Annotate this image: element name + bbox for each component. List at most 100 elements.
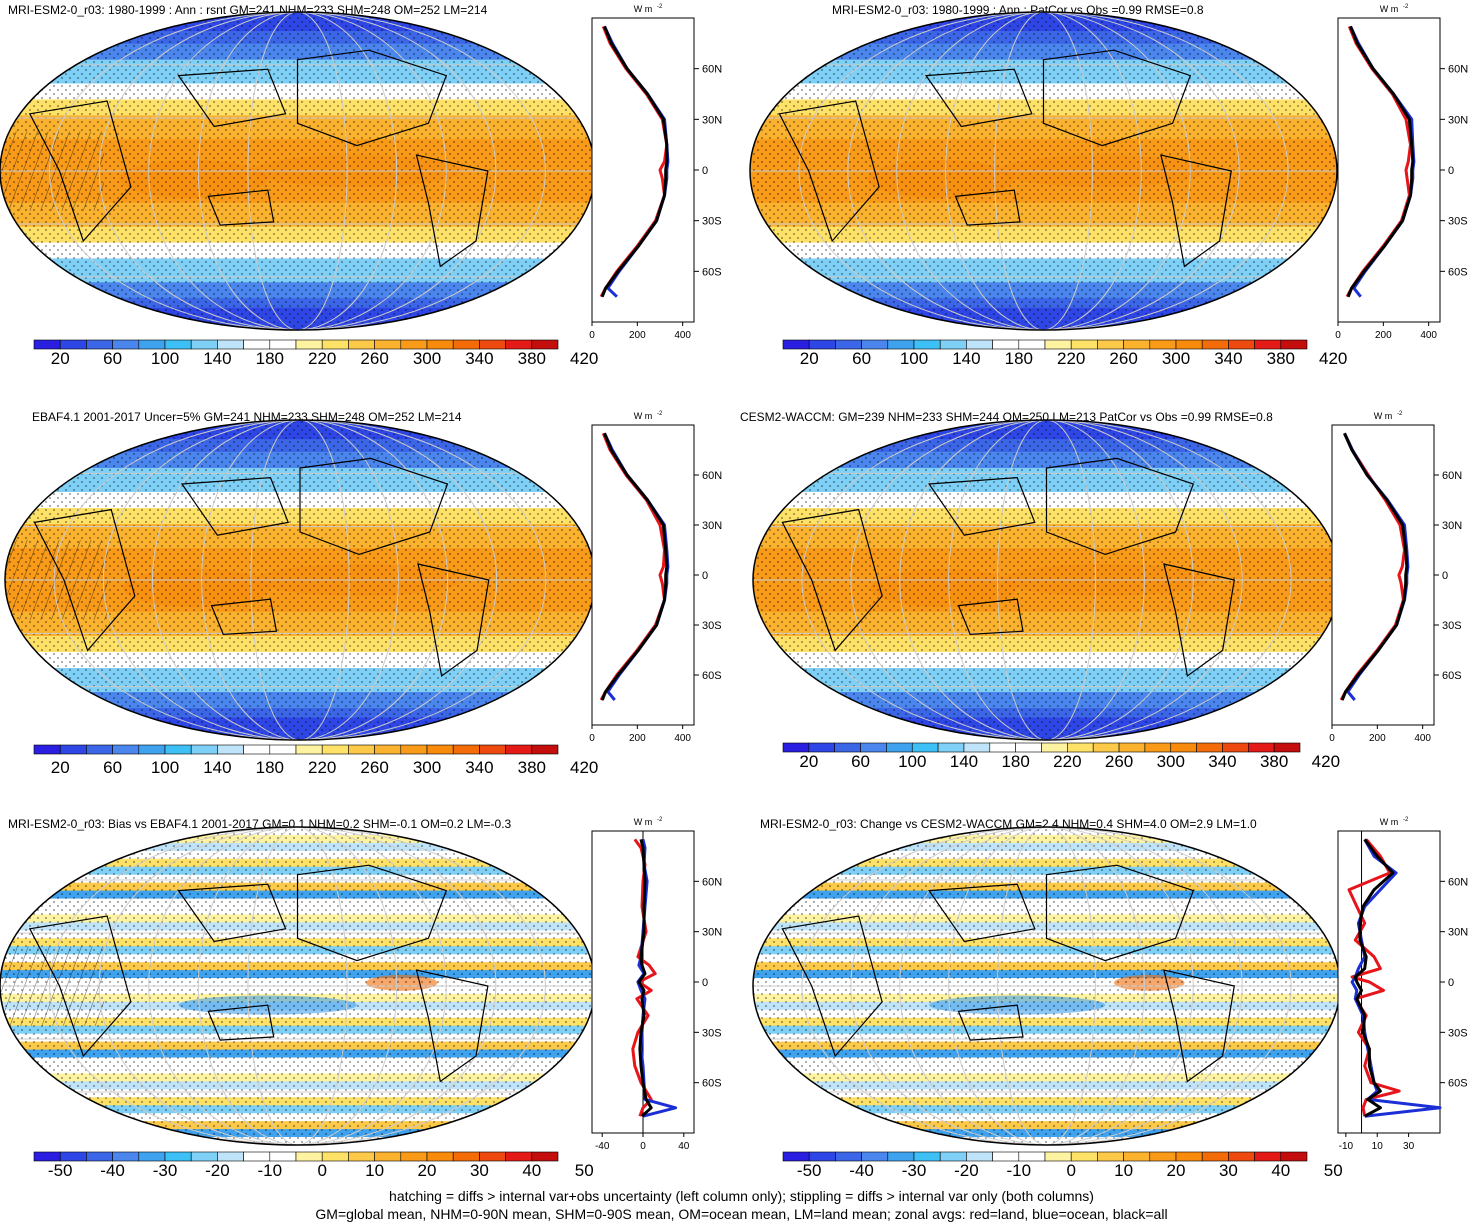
colorbar-swatch <box>861 1151 889 1162</box>
colorbar-swatch <box>1044 339 1072 350</box>
colorbar-label: 180 <box>256 758 284 777</box>
colorbar-swatch <box>1228 1151 1255 1162</box>
colorbar-swatch <box>1067 742 1094 753</box>
graticule-line <box>997 827 1096 1145</box>
colorbar-swatch <box>992 1151 1020 1162</box>
colorbar: 20 60 100 140 180 220 260 300 340 380 420 <box>782 742 1340 771</box>
colorbar-swatch <box>1254 1151 1282 1162</box>
world-map <box>752 826 1341 1146</box>
colorbar-swatch <box>1228 339 1255 350</box>
colorbar-swatch <box>937 742 965 753</box>
colorbar-swatch <box>911 742 939 753</box>
colorbar-swatch <box>1097 339 1124 350</box>
colorbar-label: 20 <box>1167 1161 1186 1180</box>
colorbar-label: 340 <box>1208 752 1236 771</box>
coastline <box>417 563 490 678</box>
colorbar-swatch <box>243 1151 271 1162</box>
x-tick-label: 10 <box>1372 1141 1384 1152</box>
graticule-line <box>997 420 1096 740</box>
x-tick-label: 0 <box>1329 733 1335 744</box>
colorbar-swatch <box>86 339 113 350</box>
colorbar-swatch <box>808 339 836 350</box>
zonal-mean-panel: 60N 30N 0 30S 60S 0 200 400 W m -2 <box>1335 4 1468 341</box>
colorbar-swatch <box>1070 1151 1098 1162</box>
zonal-frame <box>1331 424 1435 726</box>
colorbar-swatch <box>59 339 87 350</box>
footer-note-means: GM=global mean, NHM=0-90N mean, SHM=0-90… <box>315 1206 1168 1222</box>
units-label: W m <box>1380 817 1399 827</box>
colorbar-swatch <box>138 1151 166 1162</box>
coastline <box>207 1004 275 1041</box>
coastline <box>1160 154 1232 268</box>
y-tick-label: 30N <box>1442 520 1462 532</box>
colorbar-label: 140 <box>952 349 980 368</box>
zonal-mean-panel: 60N 30N 0 30S 60S -10 10 30 W m -2 <box>1337 817 1468 1152</box>
y-tick-label: 30S <box>1442 620 1462 632</box>
colorbar-swatch <box>808 1151 836 1162</box>
units-exponent: -2 <box>657 817 663 823</box>
zonal-series-land <box>631 838 657 1117</box>
colorbar-swatch <box>887 1151 915 1162</box>
colorbar-swatch <box>835 1151 862 1162</box>
graticule-line <box>247 12 348 330</box>
world-map <box>749 11 1338 331</box>
y-tick-label: 30S <box>702 216 722 228</box>
colorbar-label: 420 <box>1312 752 1340 771</box>
graticule-line <box>148 12 447 330</box>
graticule-line <box>850 827 1243 1145</box>
units-label: W m <box>634 4 653 14</box>
y-tick-label: 0 <box>1442 570 1448 582</box>
colorbar-swatch <box>835 339 862 350</box>
colorbar-label: 100 <box>900 349 928 368</box>
colorbar-label: 140 <box>203 349 231 368</box>
colorbar-swatch <box>782 339 810 350</box>
colorbar-label: 10 <box>1114 1161 1133 1180</box>
y-tick-label: 30N <box>702 520 722 532</box>
y-tick-label: 30N <box>1448 114 1468 126</box>
x-tick-label: 0 <box>589 330 595 341</box>
y-tick-label: 0 <box>702 165 708 177</box>
colorbar-label: 60 <box>852 349 871 368</box>
colorbar-swatch <box>1175 1151 1203 1162</box>
colorbar-label: 380 <box>1267 349 1295 368</box>
world-map <box>0 826 596 1146</box>
x-tick-label: 40 <box>678 1141 690 1152</box>
coastline <box>177 68 287 128</box>
colorbar-label: -40 <box>100 1161 125 1180</box>
colorbar-swatch <box>886 742 913 753</box>
colorbar-swatch <box>531 744 559 755</box>
graticule-line <box>850 420 1243 740</box>
graticule-line <box>801 420 1292 740</box>
graticule-line <box>896 12 1191 330</box>
x-tick-label: 200 <box>1375 330 1392 341</box>
colorbar-swatch <box>243 744 271 755</box>
colorbar-swatch <box>112 744 140 755</box>
colorbar-label: -10 <box>1007 1161 1032 1180</box>
coastline <box>957 598 1024 636</box>
colorbar-label: 60 <box>103 349 122 368</box>
units-exponent: -2 <box>657 4 663 10</box>
coastline <box>781 508 883 652</box>
colorbar: 20 60 100 140 180 220 260 300 340 380 420 <box>33 339 598 368</box>
colorbar-label: 300 <box>1157 752 1185 771</box>
coastline <box>928 883 1036 943</box>
footer-note-hatching: hatching = diffs > internal var+obs unce… <box>389 1188 1094 1204</box>
colorbar-swatch <box>295 1151 323 1162</box>
colorbar-label: 30 <box>470 1161 489 1180</box>
y-tick-label: 30S <box>702 1027 722 1039</box>
colorbar-swatch <box>992 339 1020 350</box>
colorbar-label: 260 <box>360 758 388 777</box>
y-tick-label: 60N <box>1448 64 1468 76</box>
graticule-line <box>250 420 350 740</box>
colorbar-swatch <box>989 742 1016 753</box>
colorbar-label: -40 <box>849 1161 874 1180</box>
y-tick-label: 60N <box>702 64 722 76</box>
colorbar-swatch <box>1015 742 1042 753</box>
colorbar: 20 60 100 140 180 220 260 300 340 380 420 <box>33 744 598 777</box>
colorbar-label: 420 <box>1319 349 1347 368</box>
colorbar-swatch <box>112 1151 140 1162</box>
colorbar-label: 340 <box>465 349 493 368</box>
units-exponent: -2 <box>1397 411 1403 417</box>
colorbar-swatch <box>860 742 887 753</box>
colorbar-swatch <box>531 1151 559 1162</box>
